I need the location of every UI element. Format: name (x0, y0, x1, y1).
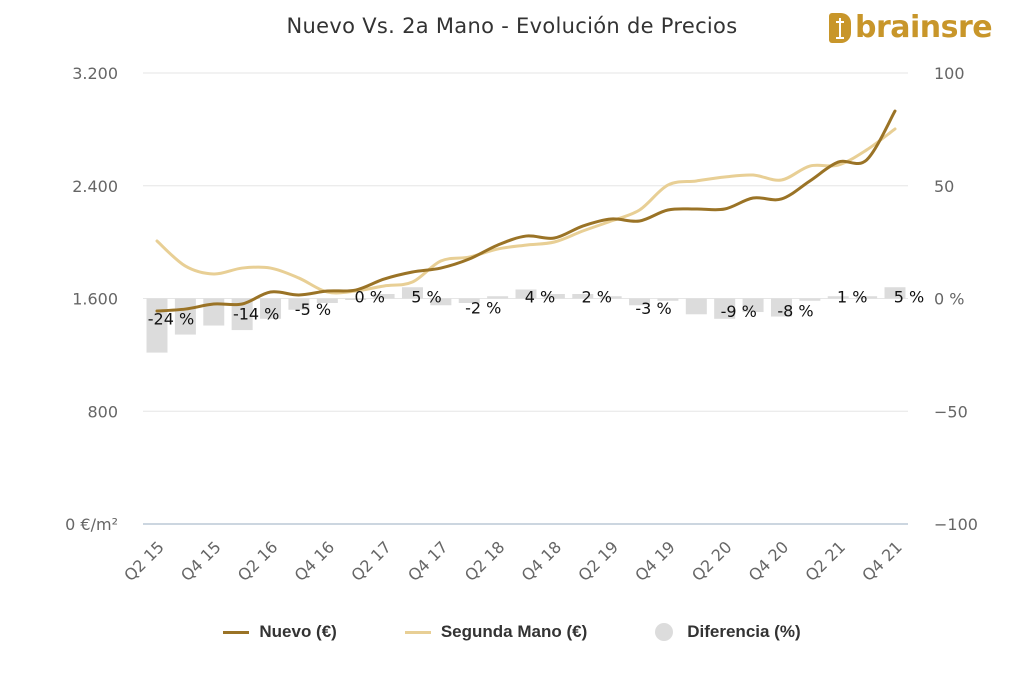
data-label: -9 % (721, 302, 757, 321)
data-label: 1 % (837, 288, 867, 307)
bar-diferencia (884, 287, 906, 299)
legend-line-nuevo (223, 630, 250, 634)
y-left-tick-label: 800 (87, 402, 118, 421)
bar-diferencia (373, 293, 395, 299)
y-left-tick-label: 1.600 (72, 290, 118, 309)
data-label: -3 % (635, 299, 671, 318)
bar-diferencia (401, 287, 423, 299)
bar-diferencia (685, 298, 707, 315)
bar-diferencia (714, 298, 736, 319)
x-tick-label: Q2 15 (120, 537, 168, 585)
x-tick-label: Q4 16 (291, 537, 339, 585)
x-tick-label: Q4 17 (404, 537, 452, 585)
y-left-tick-label: 3.200 (72, 64, 118, 83)
data-label: 2 % (582, 288, 612, 307)
data-label: 5 % (411, 288, 441, 307)
bar-diferencia (260, 298, 282, 319)
bar-diferencia (345, 298, 367, 300)
bar-diferencia (316, 298, 338, 304)
bar-diferencia (856, 296, 878, 299)
chart-title: Nuevo Vs. 2a Mano - Evolución de Precios (286, 14, 738, 38)
bar-diferencia (288, 298, 310, 310)
legend-item-segunda-mano[interactable]: Segunda Mano (€) (404, 622, 588, 642)
y-right-tick-label: −100 (934, 515, 978, 534)
x-tick-label: Q2 16 (234, 537, 282, 585)
bar-diferencia (827, 296, 849, 299)
bar-diferencia (543, 293, 565, 299)
x-tick-label: Q2 19 (574, 537, 622, 585)
data-label: -14 % (233, 305, 279, 324)
x-tick-label: Q4 20 (745, 537, 793, 585)
y-right-tick-label: 0 % (934, 290, 964, 309)
y-right-tick-label: 50 (934, 177, 954, 196)
logo-text: brainsre (855, 10, 993, 45)
legend-label-nuevo: Nuevo (€) (259, 622, 337, 641)
line-segunda-mano (155, 127, 897, 295)
x-tick-label: Q2 17 (347, 537, 395, 585)
x-tick-label: Q2 18 (461, 537, 509, 585)
bar-diferencia (487, 296, 509, 299)
bar-diferencia (600, 296, 622, 299)
bar-diferencia (458, 298, 480, 304)
data-label: 0 % (354, 288, 384, 307)
legend: Nuevo (€) Segunda Mano (€) Diferencia (%… (0, 622, 1024, 642)
x-tick-label: Q4 19 (631, 537, 679, 585)
y-right-tick-label: −50 (934, 402, 968, 421)
legend-label-segunda-mano: Segunda Mano (€) (440, 622, 588, 641)
bar-diferencia (430, 298, 452, 306)
x-tick-label: Q2 20 (688, 537, 736, 585)
y-right-tick-label: 100 (934, 64, 965, 83)
legend-dot-diferencia (655, 623, 674, 641)
x-tick-label: Q4 15 (177, 537, 225, 585)
y-left-tick-label: 0 €/m² (65, 515, 118, 534)
x-tick-label: Q4 21 (858, 537, 906, 585)
bar-diferencia (629, 298, 651, 306)
line-nuevo (155, 109, 897, 313)
legend-item-nuevo[interactable]: Nuevo (€) (223, 622, 337, 642)
bar-diferencia (515, 289, 537, 299)
data-label: -2 % (465, 299, 501, 318)
brainsre-logo: brainsre (829, 10, 993, 45)
bar-diferencia (799, 298, 821, 301)
legend-line-segunda-mano (404, 630, 431, 634)
bar-diferencia (742, 298, 764, 313)
y-left-tick-label: 2.400 (72, 177, 118, 196)
bar-diferencia (231, 298, 253, 331)
x-tick-label: Q2 21 (802, 537, 850, 585)
logo-mark-icon (829, 13, 851, 43)
data-label: -5 % (295, 300, 331, 319)
bar-diferencia (657, 298, 679, 301)
bar-diferencia (572, 293, 594, 299)
data-label: 5 % (894, 288, 924, 307)
bar-diferencia (770, 298, 792, 317)
x-tick-label: Q4 18 (518, 537, 566, 585)
data-label: -8 % (777, 302, 813, 321)
legend-label-diferencia: Diferencia (%) (687, 622, 801, 641)
legend-item-diferencia[interactable]: Diferencia (%) (655, 622, 801, 642)
chart-area: 0 €/m² 800 1.600 2.400 3.200 −100 −50 0 % 50 100 -… (65, 64, 978, 585)
data-label: -24 % (148, 310, 194, 329)
data-label: 4 % (525, 288, 555, 307)
